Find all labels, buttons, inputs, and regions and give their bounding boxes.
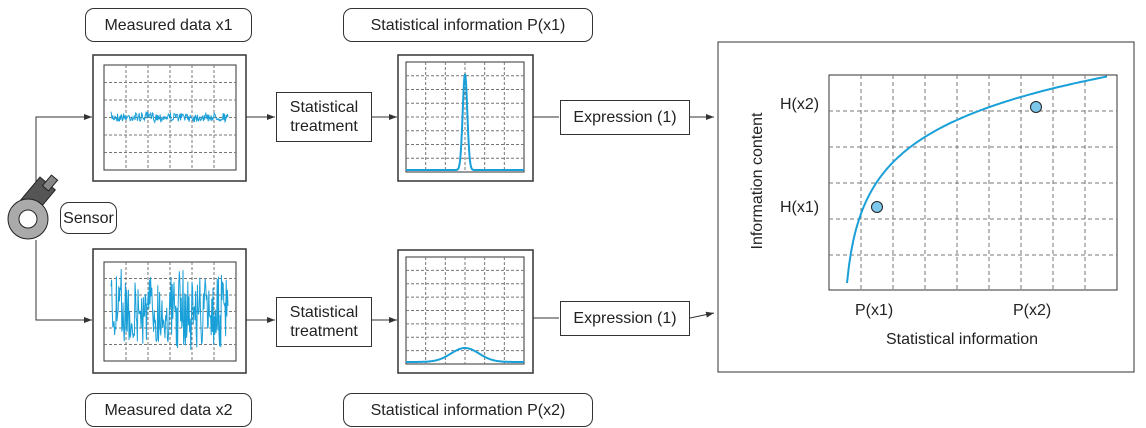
treatment-box: Statistical treatment — [276, 92, 372, 142]
point — [1030, 101, 1042, 113]
x-axis-label: Statistical information — [886, 331, 1039, 348]
measured-label: Measured data x2 — [85, 393, 252, 427]
expression-box: Expression (1) — [560, 100, 690, 135]
point — [871, 201, 883, 213]
sensor-label: Sensor — [60, 202, 117, 234]
signal — [110, 269, 229, 350]
expression-box: Expression (1) — [560, 301, 690, 336]
statistical-label: Statistical information P(x2) — [343, 393, 593, 427]
wire — [35, 240, 92, 323]
y-point-label: H(x1) — [780, 199, 820, 216]
y-axis-label: Information content — [749, 112, 766, 250]
y-point-label: H(x2) — [780, 96, 820, 113]
distribution — [406, 347, 524, 363]
measured-label: Measured data x1 — [85, 8, 252, 42]
statistical-label: Statistical information P(x1) — [343, 8, 593, 42]
wire — [35, 114, 92, 200]
distribution — [406, 73, 524, 171]
x-point-label: P(x2) — [1013, 302, 1052, 319]
signal — [110, 111, 229, 124]
arrow — [689, 311, 715, 319]
treatment-box: Statistical treatment — [276, 297, 372, 347]
sensor-icon — [7, 174, 59, 240]
x-point-label: P(x1) — [855, 302, 894, 319]
curve — [846, 75, 1108, 284]
